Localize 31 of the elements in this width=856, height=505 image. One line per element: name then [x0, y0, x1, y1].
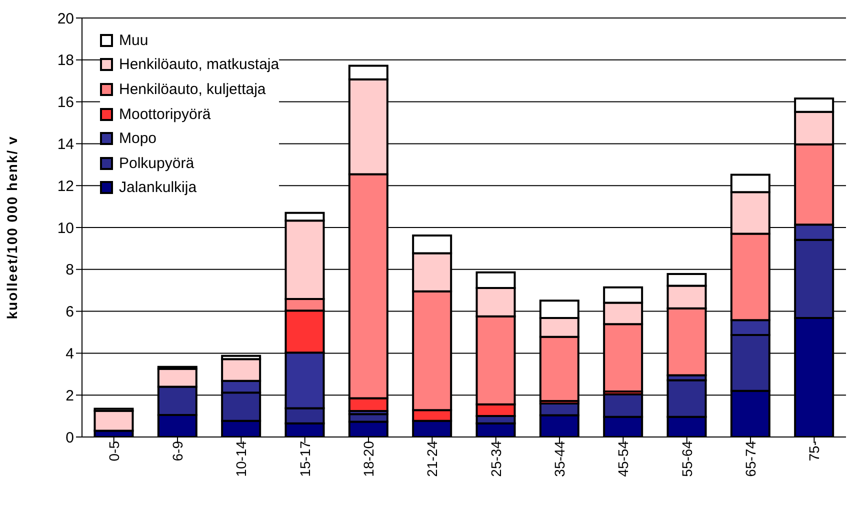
y-tick-label: 0 — [66, 429, 74, 446]
y-tick-label: 14 — [57, 136, 74, 154]
y-tick-label: 10 — [57, 220, 74, 237]
x-tick-label: 18-20 — [360, 440, 376, 477]
y-tick-label: 6 — [66, 304, 74, 321]
legend-label: Moottoripyörä — [119, 106, 211, 123]
y-tick-label: 4 — [66, 346, 74, 363]
legend-label: Henkilöauto, kuljettaja — [119, 80, 266, 98]
legend-label: Muu — [119, 32, 148, 49]
x-tick-label: 6-9 — [169, 440, 186, 462]
legend-label: Henkilöauto, matkustaja — [119, 56, 280, 74]
x-tick-label: 25-34 — [488, 440, 504, 477]
x-tick-label: 0-5 — [106, 440, 122, 462]
legend-label: Mopo — [119, 130, 157, 148]
y-tick-label: 16 — [57, 94, 74, 112]
x-tick-label: 55-64 — [678, 440, 695, 477]
y-tick-label: 2 — [66, 387, 74, 404]
y-tick-label: 8 — [66, 262, 74, 279]
legend-label: Polkupyörä — [119, 154, 194, 172]
x-tick-label: 15-17 — [296, 440, 313, 477]
y-axis-title: kuolleet/100 000 henk/ v — [4, 136, 20, 320]
x-tick-label: 35-44 — [551, 440, 568, 477]
legend-label: Jalankulkija — [119, 179, 197, 196]
x-tick-label: 75- — [806, 440, 822, 462]
y-tick-label: 12 — [57, 178, 74, 195]
y-tick-label: 20 — [57, 10, 74, 28]
x-tick-label: 10-14 — [233, 440, 250, 477]
x-tick-label: 21-24 — [424, 440, 440, 477]
x-tick-label: 65-74 — [742, 440, 758, 477]
x-tick-label: 45-54 — [615, 440, 632, 477]
y-tick-label: 18 — [57, 52, 74, 70]
